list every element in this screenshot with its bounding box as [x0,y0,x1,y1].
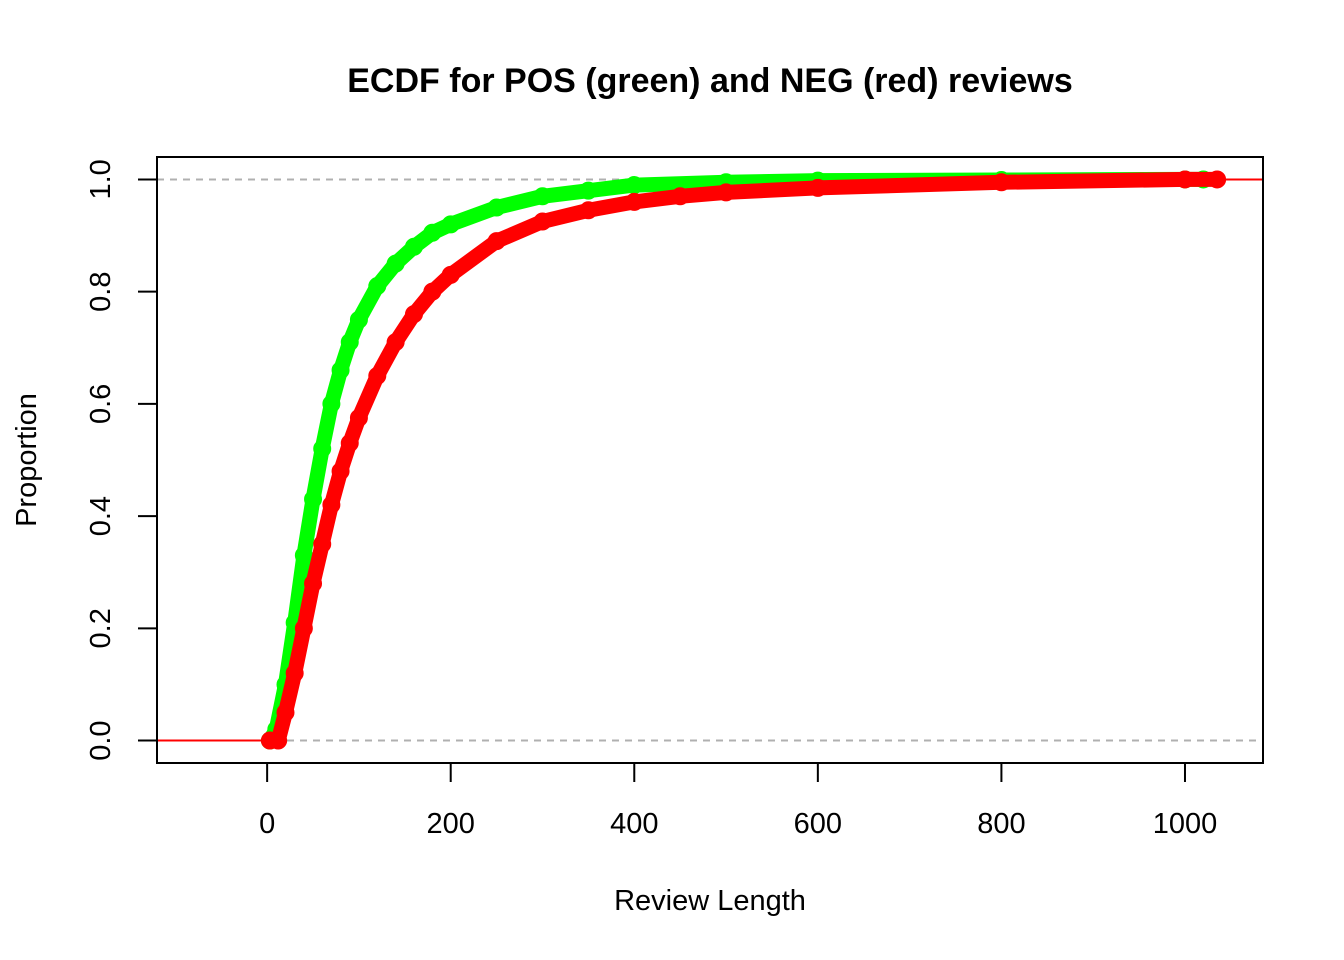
series-0-point [487,198,506,217]
series-1-point [260,731,279,750]
series-1-point [349,408,368,427]
y-tick-label: 0.8 [85,272,117,312]
series-1-point [285,664,304,683]
x-tick-label: 600 [794,808,842,840]
x-axis-label: Review Length [614,885,806,917]
series-1-point [404,305,423,324]
series-1-point [487,232,506,251]
series-1-point [808,178,827,197]
x-tick-label: 800 [977,808,1025,840]
series-0-point [349,310,368,329]
series-1-point [717,183,736,202]
series-0-point [441,215,460,234]
series-0-point [404,237,423,256]
series-1-point [625,192,644,211]
series-1-point [671,187,690,206]
series-0-point [304,490,323,509]
series-0-point [331,361,350,380]
series-1-point [276,703,295,722]
series-0 [157,170,1263,750]
series-1-point [313,535,332,554]
series-1-point [304,574,323,593]
series-1-point [386,333,405,352]
series-0-point [533,187,552,206]
y-tick-label: 0.6 [85,384,117,424]
series-0-point [368,277,387,296]
series-1-point [331,462,350,481]
series-1-point [423,282,442,301]
series-0-point [625,176,644,195]
y-tick-label: 0.2 [85,608,117,648]
series-1-point [368,366,387,385]
series-1-point [533,212,552,231]
y-axis-label: Proportion [11,393,43,527]
series-0-point [423,223,442,242]
y-tick-label: 0.0 [85,720,117,760]
series-0-line [262,171,1211,749]
series-0-point [386,254,405,273]
series-0-point [294,546,313,565]
series-0-point [340,333,359,352]
series-1 [157,170,1263,750]
series-layer [157,170,1263,750]
series-0-point [313,439,332,458]
y-axis: 0.0 0.2 0.4 0.6 0.8 1.0 [85,159,158,761]
series-1-point [1208,170,1227,189]
series-1-line [262,171,1225,749]
series-0-point [322,394,341,413]
series-1-point [322,495,341,514]
series-1-point [579,201,598,220]
series-1-point [340,434,359,453]
series-1-point [1175,170,1194,189]
series-1-point [992,173,1011,192]
series-1-point [269,731,288,750]
series-1-point [441,265,460,284]
series-1-point [294,619,313,638]
series-0-point [579,181,598,200]
x-tick-label: 0 [259,808,275,840]
x-tick-label: 400 [610,808,658,840]
y-tick-label: 1.0 [85,159,117,199]
x-tick-label: 200 [427,808,475,840]
x-axis: 0 200 400 600 800 1000 [259,762,1218,840]
y-tick-label: 0.4 [85,496,117,536]
chart-title: ECDF for POS (green) and NEG (red) revie… [347,62,1072,100]
x-tick-label: 1000 [1153,808,1218,840]
